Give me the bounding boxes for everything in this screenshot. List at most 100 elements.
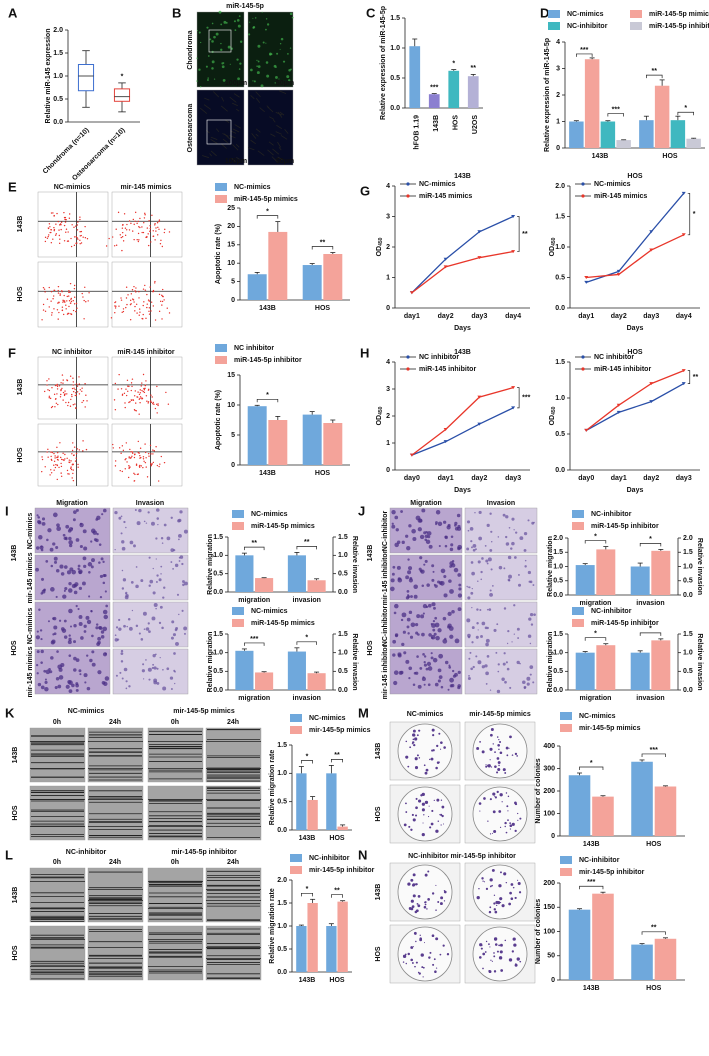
y-tick-label: 0 — [551, 833, 555, 840]
image-texture — [178, 613, 180, 616]
y-axis-label-text: Number of colonies — [535, 899, 542, 964]
image-texture — [123, 520, 126, 524]
image-texture — [143, 678, 145, 680]
panel-label: F — [8, 345, 16, 360]
image-label: HOS — [375, 806, 382, 822]
bar — [287, 555, 306, 592]
image-texture — [73, 668, 77, 672]
y-tick-label: 1.0 — [553, 563, 563, 570]
image-texture — [155, 558, 157, 560]
image-texture — [141, 382, 143, 384]
image-texture — [141, 226, 143, 228]
bar — [307, 580, 326, 592]
image-texture — [79, 243, 81, 245]
y-tick-label: 2 — [386, 413, 390, 420]
image-texture — [209, 153, 212, 157]
bar — [654, 85, 670, 148]
image-texture — [79, 235, 81, 237]
image-texture — [213, 35, 216, 39]
image-texture — [78, 586, 83, 590]
image-texture — [73, 656, 77, 661]
image — [34, 554, 111, 601]
image-texture — [158, 220, 160, 223]
image-texture — [479, 943, 483, 947]
image-texture — [65, 308, 67, 310]
image-texture — [503, 607, 507, 610]
image-texture — [86, 654, 89, 657]
image-texture — [236, 58, 239, 61]
image-texture — [255, 91, 261, 98]
image-texture — [142, 373, 145, 376]
image-texture — [478, 956, 482, 959]
bar — [255, 672, 274, 690]
image-texture — [129, 319, 132, 321]
legend-swatch — [290, 726, 302, 734]
image-texture — [435, 937, 439, 941]
image-texture — [96, 532, 99, 536]
image-texture — [269, 53, 272, 56]
image-texture — [423, 663, 428, 667]
image-texture — [67, 231, 69, 233]
image-texture — [79, 673, 82, 676]
image-texture — [397, 653, 402, 658]
marker — [681, 233, 686, 237]
y2-axis-label: Relative invasion — [696, 538, 703, 595]
image-texture — [114, 312, 116, 314]
image-texture — [444, 660, 449, 665]
image-texture — [43, 390, 46, 393]
image-texture — [57, 220, 60, 223]
image-label: 24h — [227, 719, 239, 726]
image-texture — [423, 531, 427, 535]
image-texture — [442, 638, 448, 644]
image-texture — [82, 529, 87, 534]
image-texture — [59, 223, 62, 225]
image-texture — [489, 878, 493, 882]
image-texture — [48, 223, 51, 225]
image-texture — [76, 224, 79, 226]
image — [147, 785, 204, 841]
image-texture — [76, 391, 79, 393]
image-texture — [417, 971, 420, 974]
image-texture — [498, 738, 500, 741]
image-texture — [490, 959, 492, 961]
image-texture — [184, 581, 188, 586]
image-texture — [140, 579, 144, 583]
image-texture — [405, 811, 408, 813]
legend-label: miR-145-5p mimics — [251, 523, 315, 530]
image-texture — [436, 798, 440, 802]
image-texture — [493, 628, 497, 632]
image-texture — [486, 562, 489, 565]
image-texture — [63, 536, 67, 540]
image-texture — [44, 466, 46, 468]
legend-label: miR-145-5p inhibitor — [591, 523, 659, 530]
image-texture — [397, 577, 403, 583]
image-texture — [132, 299, 135, 301]
y-axis-label-text: Relative migration — [547, 536, 554, 597]
image-texture — [210, 150, 217, 157]
image-texture — [441, 805, 445, 809]
image-texture — [403, 823, 407, 827]
image-label: 143B — [17, 379, 24, 396]
legend-label: miR-145-5p mimics — [234, 196, 298, 203]
bar — [337, 901, 348, 972]
image-texture — [527, 519, 530, 522]
image-texture — [137, 220, 140, 223]
image-texture — [408, 524, 412, 528]
y-tick-label: 1.5 — [213, 534, 223, 541]
image-texture — [505, 881, 508, 884]
image-texture — [89, 658, 93, 663]
image-texture — [145, 627, 150, 631]
significance-label: ** — [522, 231, 528, 238]
image-texture — [85, 301, 87, 303]
image-texture — [437, 820, 440, 822]
image-texture — [431, 728, 435, 732]
legend-label: miR-145-5p mimics — [251, 620, 315, 627]
image-texture — [276, 124, 283, 130]
marker — [584, 280, 589, 284]
image-texture — [164, 228, 166, 231]
image-texture — [130, 399, 133, 402]
image-texture — [438, 544, 441, 548]
image-texture — [422, 966, 425, 969]
image-texture — [59, 442, 61, 444]
image-texture — [440, 824, 442, 826]
